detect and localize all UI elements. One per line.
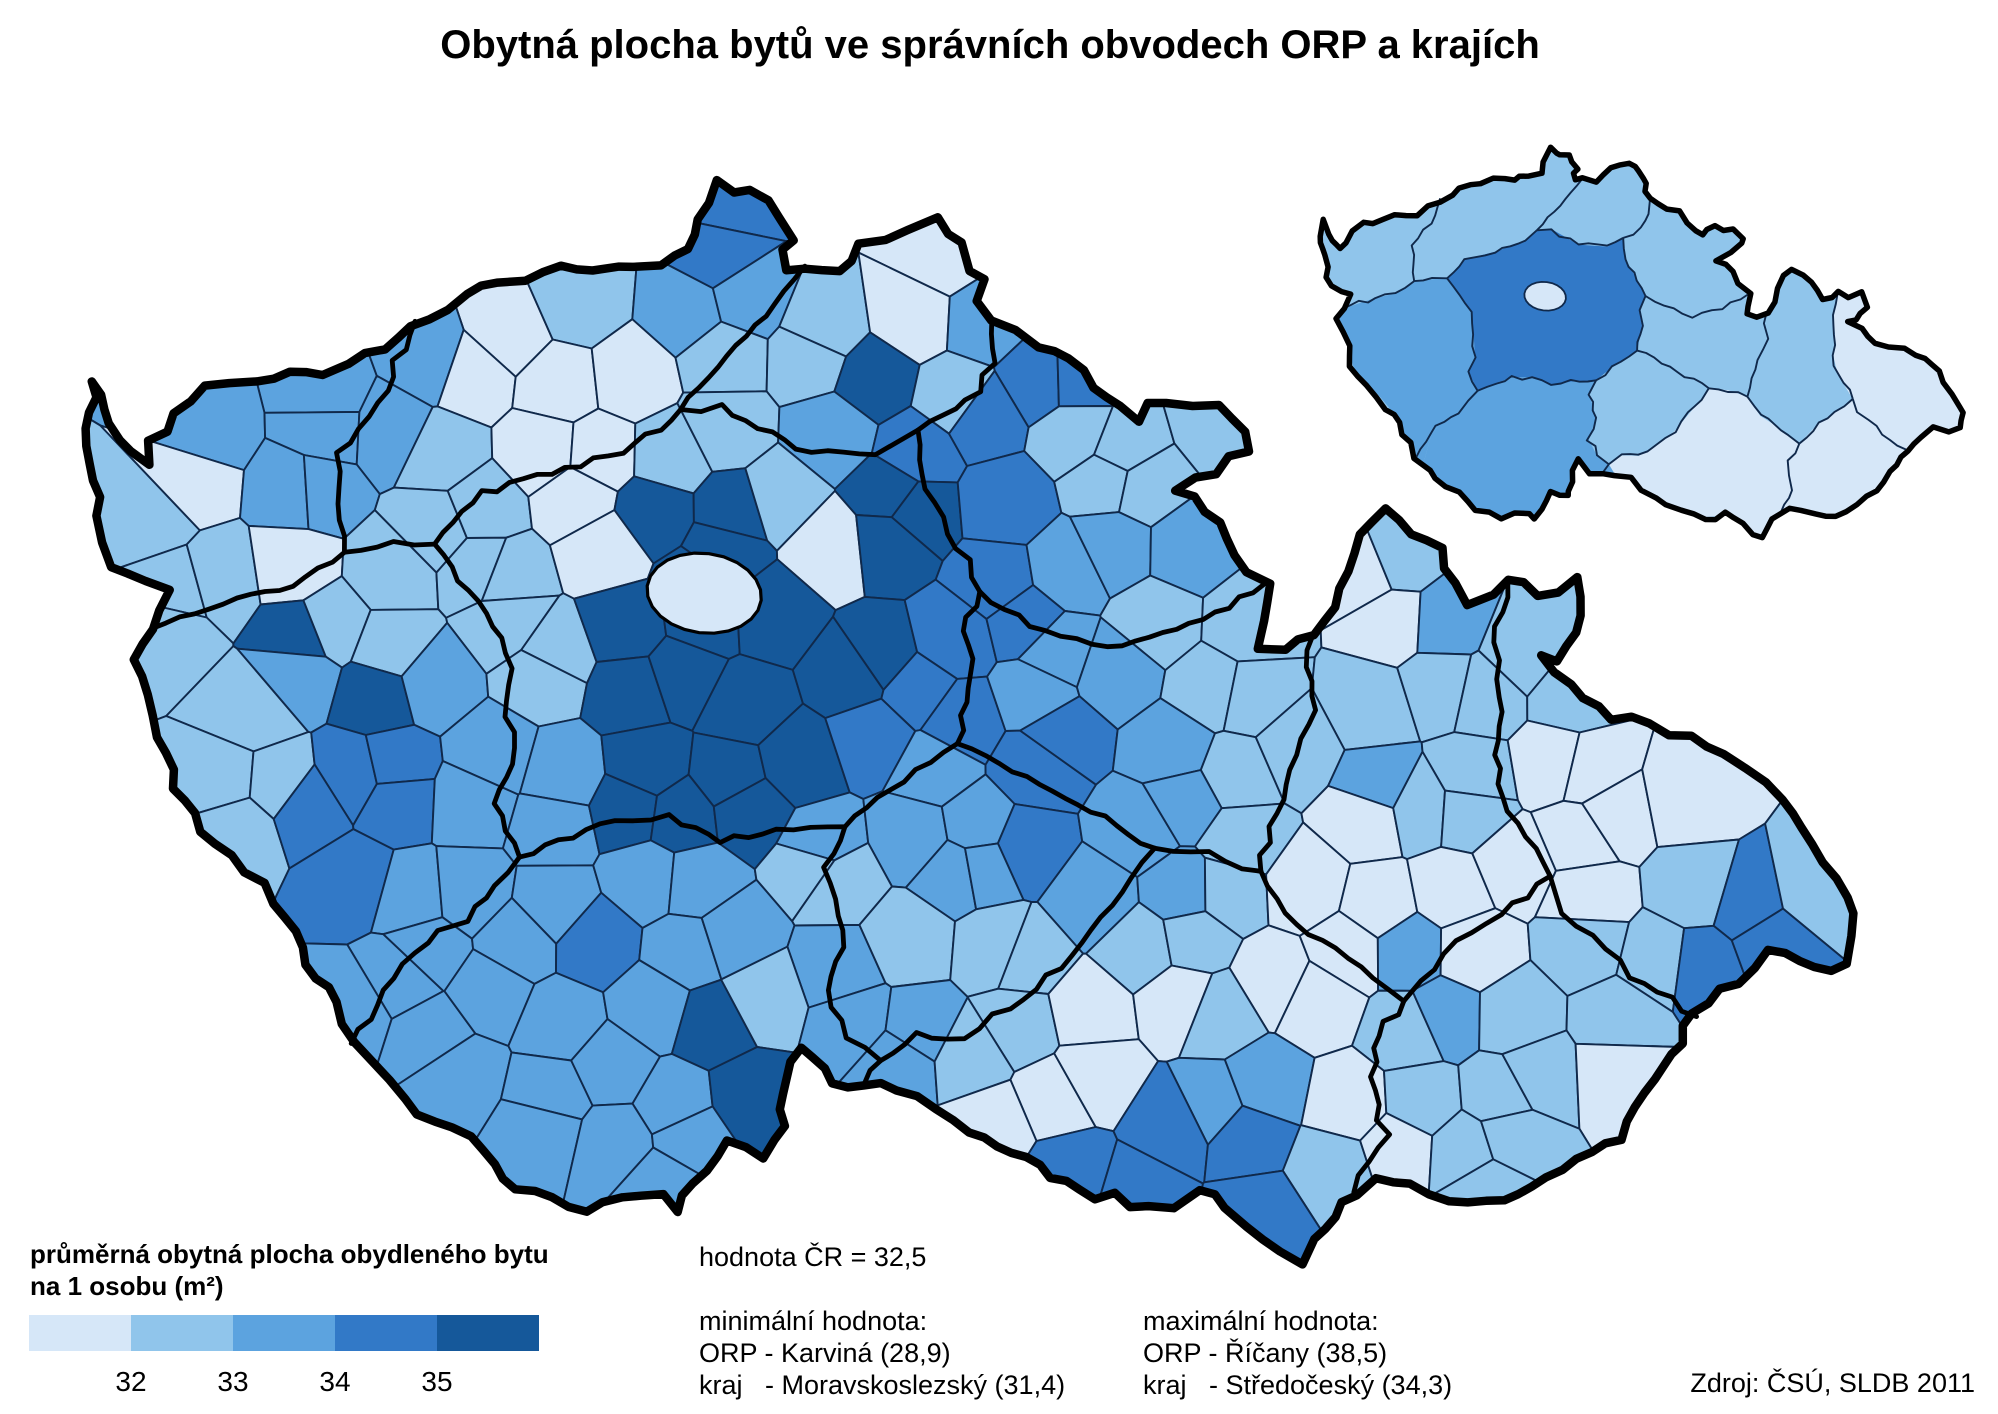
svg-text:průměrná obytná plocha obydlen: průměrná obytná plocha obydleného bytu bbox=[30, 1239, 549, 1269]
svg-text:Obytná plocha bytů ve správníc: Obytná plocha bytů ve správních obvodech… bbox=[440, 23, 1540, 67]
svg-text:hodnota ČR = 32,5: hodnota ČR = 32,5 bbox=[699, 1241, 926, 1272]
svg-text:ORP - Karviná (28,9): ORP - Karviná (28,9) bbox=[699, 1338, 951, 1368]
svg-text:35: 35 bbox=[421, 1366, 452, 1397]
svg-text:Zdroj: ČSÚ, SLDB 2011: Zdroj: ČSÚ, SLDB 2011 bbox=[1690, 1367, 1975, 1398]
svg-text:32: 32 bbox=[115, 1366, 146, 1397]
svg-text:34: 34 bbox=[319, 1366, 350, 1397]
svg-text:kraj - Moravskoslezský (31,4: kraj - Moravskoslezský (31,4) bbox=[699, 1370, 1065, 1400]
svg-text:ORP - Říčany (38,5): ORP - Říčany (38,5) bbox=[1143, 1337, 1387, 1368]
svg-text:na 1 osobu (m²): na 1 osobu (m²) bbox=[30, 1271, 224, 1301]
svg-text:maximální hodnota:: maximální hodnota: bbox=[1143, 1306, 1379, 1336]
svg-text:kraj - Středočeský (34,3): kraj - Středočeský (34,3) bbox=[1143, 1370, 1452, 1400]
svg-text:minimální hodnota:: minimální hodnota: bbox=[699, 1306, 927, 1336]
svg-text:33: 33 bbox=[217, 1366, 248, 1397]
